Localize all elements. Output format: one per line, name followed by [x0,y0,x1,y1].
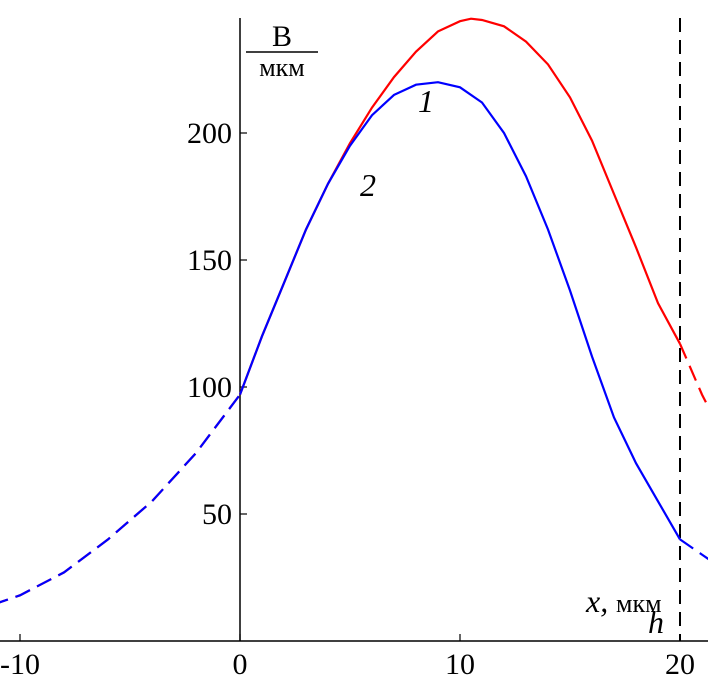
curve-2 [0,81,708,604]
curves [0,17,708,604]
y-tick-label: 50 [202,498,232,531]
x-tick-label: 10 [445,648,475,681]
y-unit-numerator: В [272,20,292,53]
axes [0,18,708,642]
curve-label-2: 2 [360,167,376,203]
curve-2-dashed-left [0,393,241,604]
x-tick-label: -10 [0,648,40,681]
curve-2-dashed-right [679,538,708,561]
h-label: h [648,604,664,640]
curve-label-1: 1 [418,83,434,119]
curve-1 [0,17,708,604]
x-tick-label: 0 [233,648,248,681]
x-variable-label: x, [585,583,608,619]
x-tick-label: 20 [665,648,695,681]
labels: -20-1001020304050100150200h12Вмкмx,мкм [0,20,695,681]
curve-1-dashed-right [678,343,708,409]
y-tick-label: 200 [187,117,232,150]
curve-2-solid [238,81,681,540]
x-unit-label: мкм [616,589,662,618]
y-tick-label: 100 [187,371,232,404]
curve-1-solid [238,17,681,395]
y-tick-label: 150 [187,244,232,277]
y-unit-denominator: мкм [259,53,305,82]
